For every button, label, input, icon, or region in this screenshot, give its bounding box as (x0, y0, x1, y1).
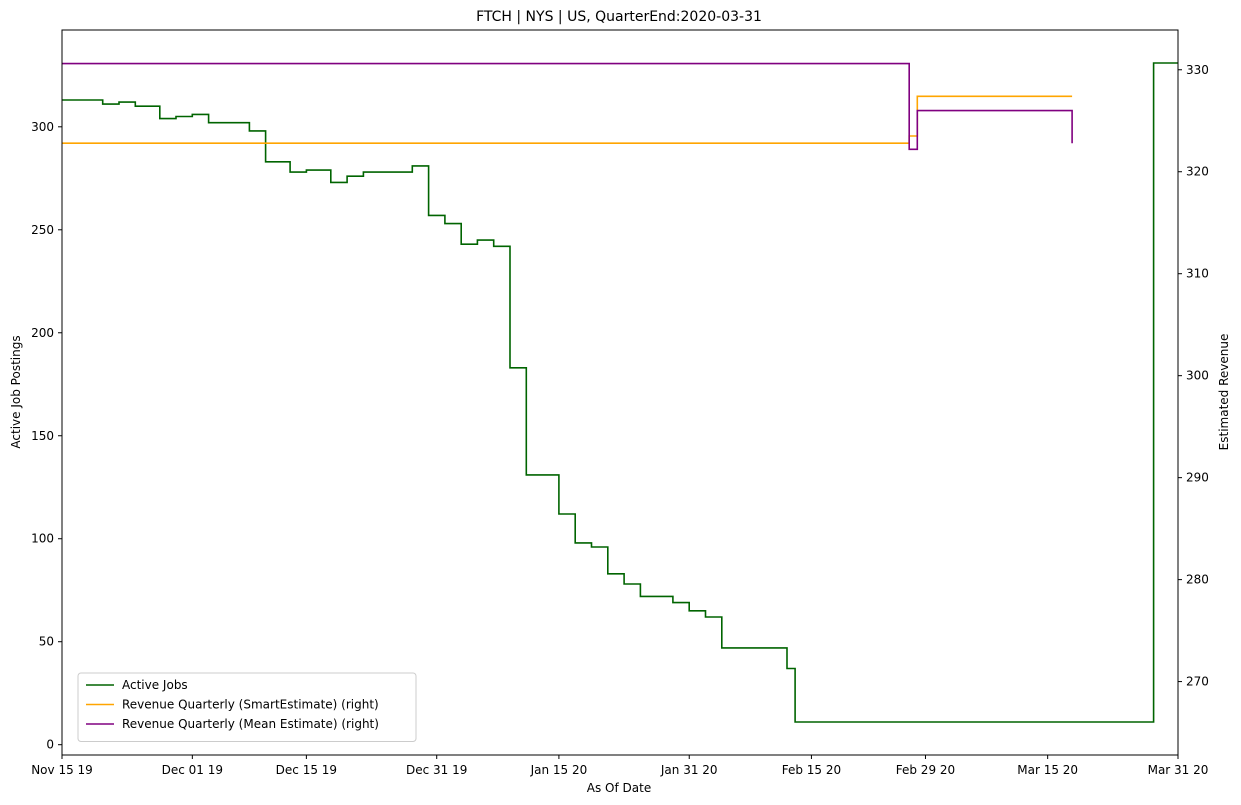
y-tick-label: 150 (31, 429, 54, 443)
y-axis-label: Active Job Postings (9, 335, 23, 448)
legend: Active Jobs Revenue Quarterly (SmartEstim… (77, 672, 417, 742)
series-line-2 (62, 95, 1073, 144)
x-tick-label: Mar 15 20 (1017, 763, 1078, 777)
y-axis-right: 270 280 290 300 310 320 330 (1178, 63, 1209, 689)
x-tick-label: Mar 31 20 (1148, 763, 1209, 777)
x-tick-label: Jan 15 20 (530, 763, 588, 777)
y2-tick-label: 270 (1186, 675, 1209, 689)
y-tick-label: 100 (31, 532, 54, 546)
y-tick-label: 50 (39, 635, 54, 649)
y2-tick-label: 290 (1186, 471, 1209, 485)
legend-box (77, 672, 417, 742)
plot-area (61, 29, 1179, 756)
x-tick-label: Feb 15 20 (782, 763, 841, 777)
x-tick-label: Jan 31 20 (660, 763, 718, 777)
y2-tick-label: 310 (1186, 267, 1209, 281)
x-tick-label: Dec 15 19 (276, 763, 337, 777)
x-tick-label: Nov 15 19 (31, 763, 93, 777)
y-tick-label: 0 (46, 738, 54, 752)
x-tick-label: Dec 31 19 (406, 763, 467, 777)
plot-frame (61, 29, 1179, 756)
x-tick-label: Dec 01 19 (162, 763, 223, 777)
y2-tick-label: 320 (1186, 165, 1209, 179)
series-line-3 (62, 62, 1073, 151)
legend-label: Revenue Quarterly (SmartEstimate) (right… (122, 698, 379, 712)
y-tick-label: 200 (31, 326, 54, 340)
y2-tick-label: 330 (1186, 63, 1209, 77)
y-axis-left: 0 50 100 150 200 250 300 (31, 120, 62, 752)
legend-label: Active Jobs (122, 678, 188, 692)
y-tick-label: 250 (31, 223, 54, 237)
x-axis-label: As Of Date (587, 781, 651, 795)
x-axis: Nov 15 19 Dec 01 19 Dec 15 19 Dec 31 19 Jan … (31, 755, 1208, 777)
series-line-1 (62, 62, 1178, 723)
y2-tick-label: 280 (1186, 573, 1209, 587)
x-tick-label: Feb 29 20 (896, 763, 955, 777)
y2-axis-label: Estimated Revenue (1217, 334, 1231, 451)
chart-title: FTCH | NYS | US, QuarterEnd:2020-03-31 (476, 9, 762, 25)
y2-tick-label: 300 (1186, 369, 1209, 383)
legend-label: Revenue Quarterly (Mean Estimate) (right… (122, 717, 379, 731)
y-tick-label: 300 (31, 120, 54, 134)
